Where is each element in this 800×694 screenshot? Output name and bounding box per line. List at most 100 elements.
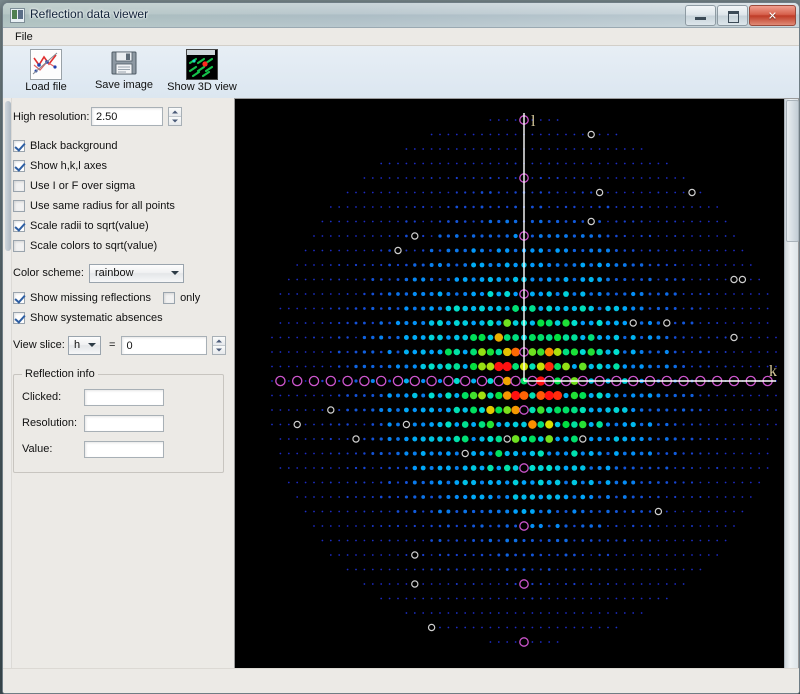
- reflection-point[interactable]: [539, 582, 542, 586]
- reflection-point[interactable]: [313, 467, 315, 469]
- reflection-point[interactable]: [497, 597, 500, 600]
- reflection-point[interactable]: [580, 234, 585, 238]
- reflection-point[interactable]: [758, 351, 761, 353]
- reflection-point[interactable]: [674, 206, 677, 208]
- reflection-point[interactable]: [581, 612, 584, 614]
- reflection-point[interactable]: [707, 496, 710, 498]
- reflection-point[interactable]: [639, 350, 644, 354]
- reflection-point[interactable]: [346, 321, 349, 325]
- reflection-point[interactable]: [758, 307, 761, 310]
- reflection-point[interactable]: [673, 278, 677, 281]
- reflection-point[interactable]: [733, 409, 735, 411]
- reflection-point[interactable]: [496, 248, 501, 253]
- reflection-point[interactable]: [682, 525, 685, 527]
- reflection-point[interactable]: [271, 409, 273, 411]
- reflection-point[interactable]: [572, 219, 576, 224]
- reflection-point[interactable]: [470, 348, 478, 356]
- reflection-point[interactable]: [489, 568, 492, 571]
- reflection-point[interactable]: [664, 364, 669, 369]
- reflection-point[interactable]: [388, 177, 391, 179]
- reflection-point[interactable]: [758, 438, 761, 440]
- reflection-point[interactable]: [631, 466, 635, 470]
- reflection-point[interactable]: [379, 495, 383, 499]
- reflection-point[interactable]: [379, 393, 383, 398]
- reflection-point[interactable]: [504, 421, 510, 428]
- reflection-point[interactable]: [544, 347, 554, 357]
- reflection-point[interactable]: [622, 320, 628, 326]
- reflection-point[interactable]: [699, 235, 702, 237]
- reflection-point[interactable]: [338, 452, 341, 455]
- reflection-point[interactable]: [707, 481, 710, 484]
- missing-reflection-marker[interactable]: [503, 435, 511, 443]
- reflection-point[interactable]: [346, 293, 349, 295]
- reflection-point[interactable]: [329, 481, 332, 484]
- reflection-point[interactable]: [296, 307, 299, 310]
- reflection-point[interactable]: [412, 436, 418, 442]
- reflection-point[interactable]: [724, 423, 727, 426]
- reflection-point[interactable]: [511, 405, 520, 415]
- checkbox-black-background[interactable]: Black background: [13, 136, 228, 156]
- reflection-point[interactable]: [496, 495, 501, 499]
- reflection-point[interactable]: [665, 335, 669, 340]
- reflection-point[interactable]: [673, 393, 677, 398]
- checkbox-scale-radii-sqrt[interactable]: Scale radii to sqrt(value): [13, 216, 228, 236]
- reflection-point[interactable]: [588, 479, 594, 486]
- reflection-point[interactable]: [590, 148, 593, 150]
- reflection-point[interactable]: [615, 626, 618, 629]
- reflection-point[interactable]: [657, 597, 660, 600]
- reflection-point[interactable]: [649, 220, 651, 223]
- reflection-point[interactable]: [615, 597, 618, 600]
- reflection-point[interactable]: [321, 249, 324, 252]
- reflection-point[interactable]: [716, 481, 719, 484]
- reflection-point[interactable]: [640, 249, 643, 252]
- reflection-point[interactable]: [682, 191, 685, 194]
- reflection-point[interactable]: [455, 292, 459, 296]
- reflection-point[interactable]: [529, 450, 536, 457]
- reflection-point[interactable]: [455, 205, 459, 209]
- reflection-point[interactable]: [530, 205, 534, 209]
- reflection-point[interactable]: [371, 350, 375, 354]
- reflection-point[interactable]: [632, 148, 635, 150]
- reflection-point[interactable]: [371, 394, 375, 397]
- reflection-point[interactable]: [598, 133, 601, 136]
- reflection-point[interactable]: [547, 234, 552, 238]
- reflection-point[interactable]: [598, 539, 601, 542]
- reflection-point[interactable]: [355, 249, 357, 252]
- reflection-point[interactable]: [388, 191, 391, 194]
- reflection-point[interactable]: [420, 335, 426, 340]
- reflection-point[interactable]: [462, 334, 469, 341]
- reflection-point[interactable]: [607, 626, 609, 629]
- reflection-point[interactable]: [656, 408, 661, 412]
- reflection-point[interactable]: [304, 336, 307, 339]
- reflection-point[interactable]: [405, 191, 408, 194]
- reflection-point[interactable]: [716, 496, 719, 498]
- reflection-point[interactable]: [563, 465, 569, 471]
- reflection-point[interactable]: [337, 336, 341, 339]
- reflection-point[interactable]: [428, 392, 435, 399]
- reflection-point[interactable]: [363, 452, 366, 455]
- reflection-point[interactable]: [429, 422, 434, 427]
- reflection-point[interactable]: [355, 206, 357, 208]
- reflection-point[interactable]: [673, 437, 677, 441]
- reflection-point[interactable]: [481, 177, 483, 179]
- reflection-point[interactable]: [597, 234, 602, 238]
- reflection-point[interactable]: [597, 248, 602, 253]
- reflection-point[interactable]: [404, 436, 409, 442]
- reflection-point[interactable]: [438, 509, 442, 514]
- reflection-point[interactable]: [531, 133, 534, 136]
- reflection-point[interactable]: [329, 206, 332, 208]
- reflection-point[interactable]: [346, 350, 349, 354]
- reflection-point[interactable]: [699, 510, 702, 513]
- reflection-point[interactable]: [766, 293, 769, 295]
- reflection-point[interactable]: [422, 583, 425, 585]
- reflection-point[interactable]: [396, 307, 400, 310]
- reflection-point[interactable]: [355, 235, 357, 237]
- reflection-point[interactable]: [716, 539, 719, 542]
- reflection-point[interactable]: [404, 451, 409, 456]
- reflection-point[interactable]: [741, 351, 744, 353]
- missing-reflection-marker[interactable]: [587, 130, 595, 139]
- reflection-point[interactable]: [481, 612, 483, 614]
- reflection-point[interactable]: [446, 292, 451, 296]
- reflection-point[interactable]: [565, 612, 567, 614]
- reflection-point[interactable]: [412, 291, 417, 297]
